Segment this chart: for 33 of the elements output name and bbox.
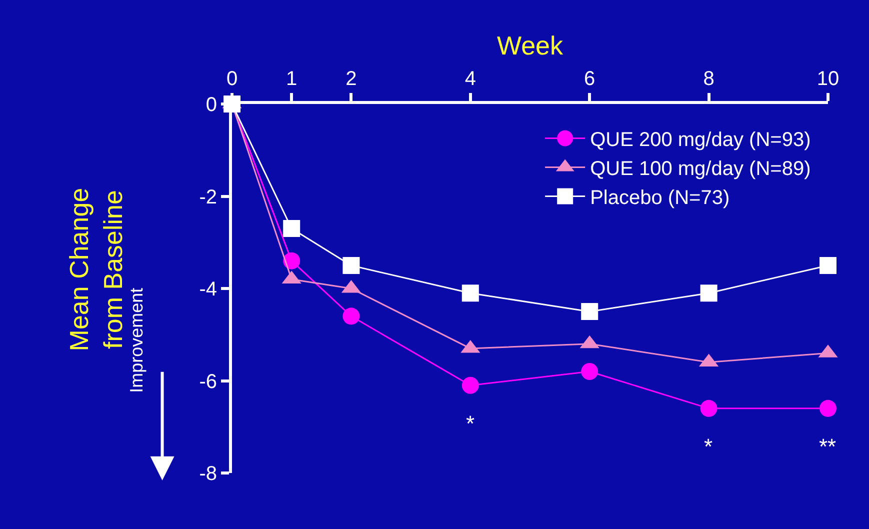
legend-label: QUE 200 mg/day (N=93) <box>590 129 811 152</box>
point <box>581 363 598 380</box>
legend-label: Placebo (N=73) <box>590 187 730 210</box>
x-tick-label: 4 <box>464 68 476 90</box>
y-tick-label: 0 <box>206 94 217 116</box>
point <box>342 308 360 325</box>
point <box>283 252 300 270</box>
annotation: * <box>466 411 475 436</box>
point <box>700 400 718 417</box>
x-tick-label: 10 <box>816 68 840 90</box>
text: Improvement <box>126 288 147 393</box>
y-axis-title: Mean Change from Baseline <box>64 188 128 352</box>
point <box>820 256 836 274</box>
x-axis-title: Week <box>497 30 564 60</box>
annotation: * <box>704 434 713 459</box>
x-tick-label: 8 <box>703 68 714 90</box>
legend-label: QUE 100 mg/day (N=89) <box>590 158 811 180</box>
annotation: ** <box>819 434 837 459</box>
y-tick-label: -6 <box>199 370 217 393</box>
x-tick-label: 2 <box>346 68 357 90</box>
x-tick-label: 1 <box>286 68 298 90</box>
point <box>462 376 479 394</box>
point <box>581 303 598 320</box>
point <box>342 256 360 274</box>
y-tick-label: -4 <box>199 278 217 300</box>
point <box>820 400 836 417</box>
x-tick-label: 0 <box>226 68 238 90</box>
point <box>462 284 479 302</box>
x-tick-label: 6 <box>584 68 596 90</box>
point <box>283 220 300 238</box>
y-tick-label: -2 <box>199 186 217 208</box>
y-tick-label: -8 <box>199 463 217 485</box>
point <box>700 284 718 302</box>
